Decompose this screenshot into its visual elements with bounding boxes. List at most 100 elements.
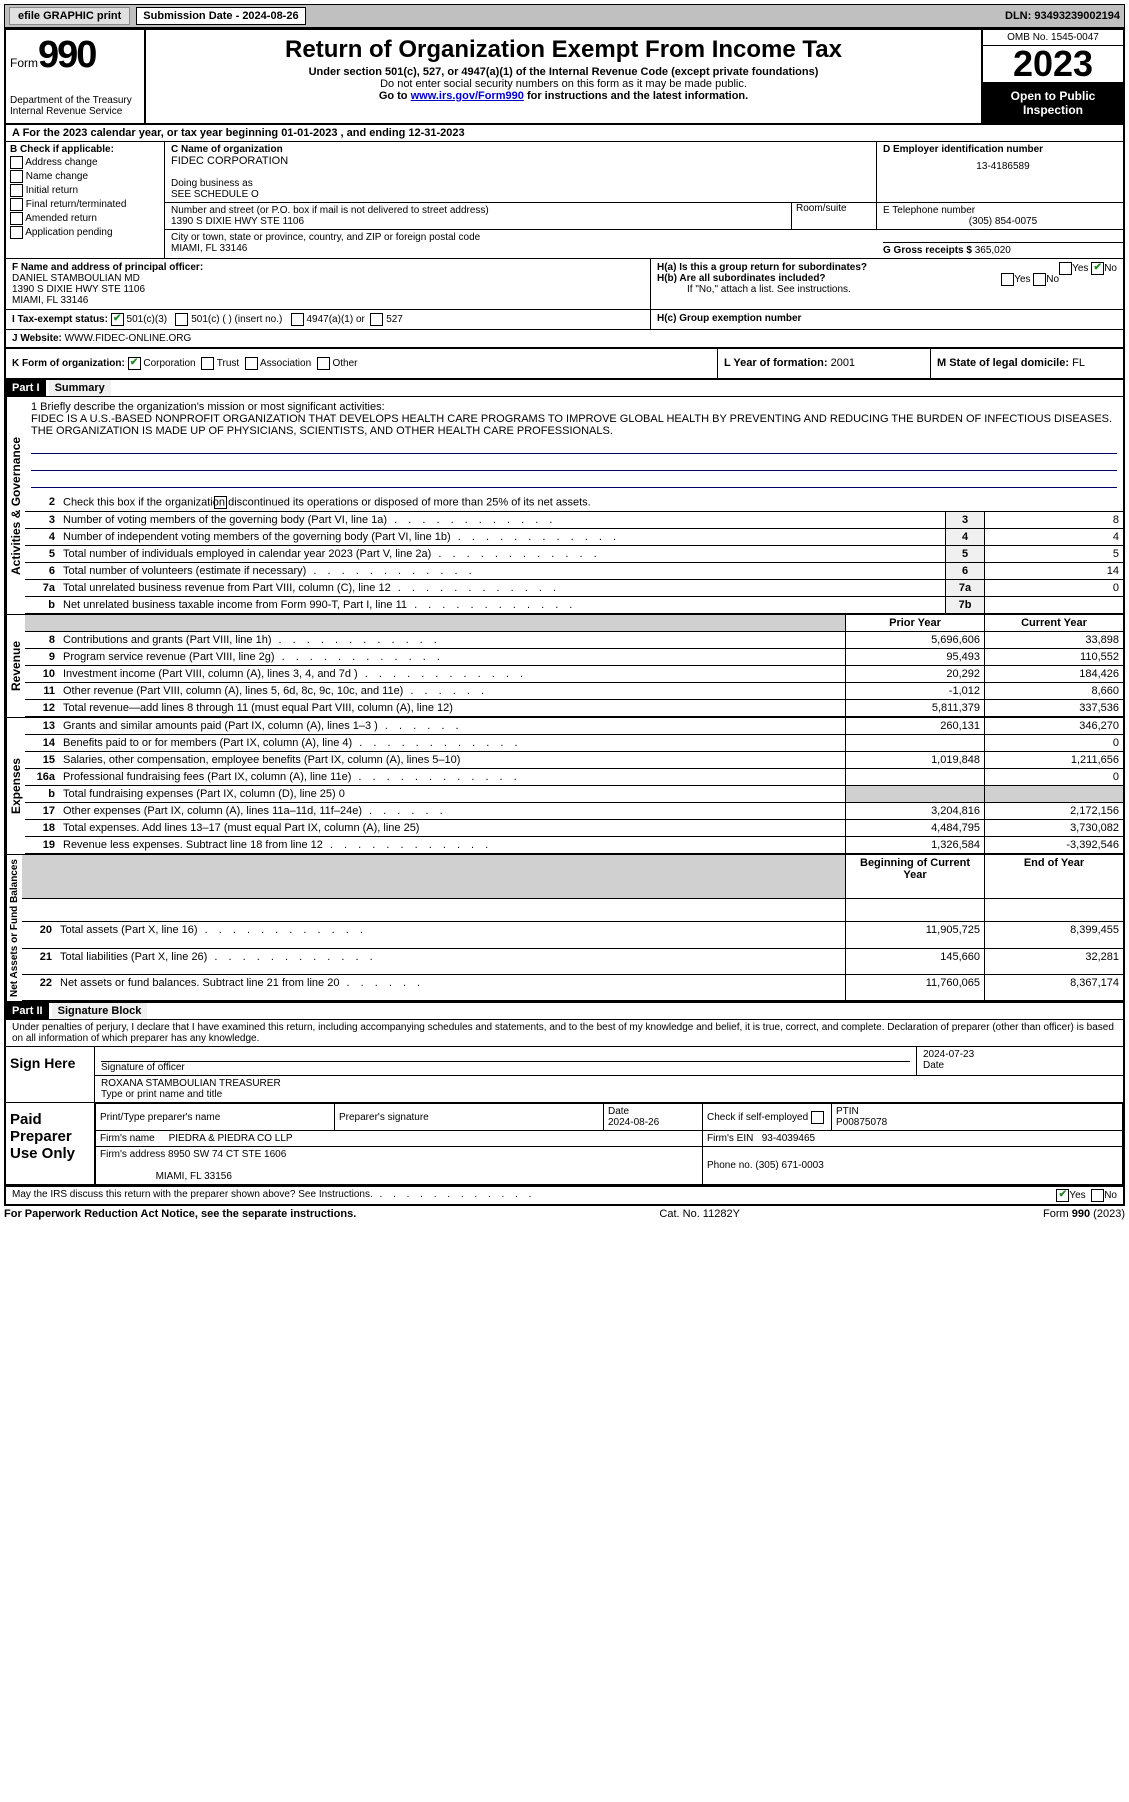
form-title: Return of Organization Exempt From Incom… <box>152 36 975 64</box>
ein: 13-4186589 <box>883 161 1123 172</box>
website-url: WWW.FIDEC-ONLINE.ORG <box>65 333 192 344</box>
officer-name-title: ROXANA STAMBOULIAN TREASURER <box>101 1078 1117 1089</box>
check-527[interactable] <box>370 313 383 326</box>
check-initial-return[interactable]: Initial return <box>10 184 160 197</box>
discuss-yes[interactable] <box>1056 1189 1069 1202</box>
discuss-text: May the IRS discuss this return with the… <box>12 1189 373 1200</box>
mission-box: 1 Briefly describe the organization's mi… <box>25 397 1123 494</box>
city-label: City or town, state or province, country… <box>171 232 877 243</box>
gross-amount: 365,020 <box>975 245 1011 256</box>
part-2-header-row: Part II Signature Block <box>6 1003 1123 1020</box>
row-a-tax-year: A For the 2023 calendar year, or tax yea… <box>6 125 1123 142</box>
phone: (305) 854-0075 <box>883 216 1123 227</box>
table-row: 18Total expenses. Add lines 13–17 (must … <box>25 820 1123 837</box>
part-2-header: Part II <box>6 1003 49 1019</box>
section-klm: K Form of organization: Corporation Trus… <box>6 349 1123 380</box>
hc: H(c) Group exemption number <box>657 313 801 324</box>
dba: SEE SCHEDULE O <box>171 189 876 200</box>
prep-sig-label: Preparer's signature <box>339 1112 429 1123</box>
table-row: 11Other revenue (Part VIII, column (A), … <box>25 683 1123 700</box>
form-org-label: K Form of organization: <box>12 358 125 369</box>
firm-ein: 93-4039465 <box>762 1133 815 1144</box>
check-application-pending[interactable]: Application pending <box>10 226 160 239</box>
table-row: bNet unrelated business taxable income f… <box>25 597 1123 614</box>
firm-phone: (305) 671-0003 <box>755 1160 823 1171</box>
irs-link[interactable]: www.irs.gov/Form990 <box>411 90 524 102</box>
check-other[interactable] <box>317 357 330 370</box>
check-discontinued[interactable] <box>214 496 227 509</box>
paid-preparer-label: Paid Preparer Use Only <box>6 1103 95 1184</box>
governance-label: Activities & Governance <box>6 397 25 614</box>
year-formation: 2001 <box>831 357 855 369</box>
part-1-title: Summary <box>49 380 111 396</box>
room-label: Room/suite <box>796 203 876 214</box>
table-row: 9Program service revenue (Part VIII, lin… <box>25 649 1123 666</box>
paid-preparer-table: Print/Type preparer's name Preparer's si… <box>95 1103 1123 1184</box>
ein-label: D Employer identification number <box>883 144 1123 155</box>
table-row: 17Other expenses (Part IX, column (A), l… <box>25 803 1123 820</box>
subtitle-3: Go to www.irs.gov/Form990 for instructio… <box>152 90 975 102</box>
declaration: Under penalties of perjury, I declare th… <box>6 1020 1123 1047</box>
check-amended-return[interactable]: Amended return <box>10 212 160 225</box>
form-number: 990 <box>38 34 95 77</box>
phone-label: E Telephone number <box>883 205 1123 216</box>
sig-date-label: Date <box>923 1060 1123 1071</box>
subtitle-1: Under section 501(c), 527, or 4947(a)(1)… <box>152 66 975 78</box>
firm-name: PIEDRA & PIEDRA CO LLP <box>169 1133 293 1144</box>
discuss-no[interactable] <box>1091 1189 1104 1202</box>
section-fh: F Name and address of principal officer:… <box>6 259 1123 310</box>
table-row: 15Salaries, other compensation, employee… <box>25 752 1123 769</box>
check-name-change[interactable]: Name change <box>10 170 160 183</box>
check-corporation[interactable] <box>128 357 141 370</box>
header-right: OMB No. 1545-0047 2023 Open to Public In… <box>981 30 1123 123</box>
header-left: Form 990 Department of the Treasury Inte… <box>6 30 146 123</box>
netassets-table: Beginning of Current YearEnd of Year 20T… <box>22 855 1123 1001</box>
check-final-return[interactable]: Final return/terminated <box>10 198 160 211</box>
line-2: Check this box if the organization disco… <box>59 494 1123 512</box>
open-public-badge: Open to Public Inspection <box>983 83 1123 123</box>
table-row: 19Revenue less expenses. Subtract line 1… <box>25 837 1123 854</box>
check-self-employed[interactable] <box>811 1111 824 1124</box>
check-4947[interactable] <box>291 313 304 326</box>
netassets-section: Net Assets or Fund Balances Beginning of… <box>6 855 1123 1003</box>
table-row: 13Grants and similar amounts paid (Part … <box>25 718 1123 735</box>
expenses-label: Expenses <box>6 718 25 854</box>
firm-name-label: Firm's name <box>100 1133 155 1144</box>
table-row: 22Net assets or fund balances. Subtract … <box>22 974 1123 1000</box>
state: FL <box>1072 357 1085 369</box>
revenue-label: Revenue <box>6 615 25 717</box>
governance-section: Activities & Governance 1 Briefly descri… <box>6 397 1123 615</box>
cat-no: Cat. No. 11282Y <box>659 1208 740 1220</box>
form-header: Form 990 Department of the Treasury Inte… <box>6 30 1123 125</box>
check-501c[interactable] <box>175 313 188 326</box>
section-b-label: B Check if applicable: <box>10 144 160 155</box>
department: Department of the Treasury Internal Reve… <box>10 95 140 117</box>
sign-here-section: Sign Here Signature of officer 2024-07-2… <box>6 1047 1123 1103</box>
check-501c3[interactable] <box>111 313 124 326</box>
part-1-header: Part I <box>6 380 46 396</box>
form-990: Form 990 Department of the Treasury Inte… <box>4 28 1125 1206</box>
org-name: FIDEC CORPORATION <box>171 155 876 167</box>
section-j: J Website: WWW.FIDEC-ONLINE.ORG <box>6 330 1123 349</box>
table-row: 5Total number of individuals employed in… <box>25 546 1123 563</box>
check-address-change[interactable]: Address change <box>10 156 160 169</box>
table-row: 8Contributions and grants (Part VIII, li… <box>25 632 1123 649</box>
prep-date: 2024-08-26 <box>608 1117 659 1128</box>
officer-addr2: MIAMI, FL 33146 <box>12 295 88 306</box>
tax-year: 2023 <box>983 46 1123 83</box>
check-association[interactable] <box>245 357 258 370</box>
governance-table: 2Check this box if the organization disc… <box>25 494 1123 614</box>
firm-addr: 8950 SW 74 CT STE 1606 <box>168 1149 286 1160</box>
check-trust[interactable] <box>201 357 214 370</box>
efile-button[interactable]: efile GRAPHIC print <box>9 7 130 25</box>
ptin: P00875078 <box>836 1117 887 1128</box>
discuss-row: May the IRS discuss this return with the… <box>6 1186 1123 1204</box>
prep-date-label: Date <box>608 1106 629 1117</box>
firm-addr-label: Firm's address <box>100 1149 165 1160</box>
table-row: 16aProfessional fundraising fees (Part I… <box>25 769 1123 786</box>
revenue-section: Revenue Prior YearCurrent Year 8Contribu… <box>6 615 1123 718</box>
prep-name-label: Print/Type preparer's name <box>100 1112 220 1123</box>
subtitle-2: Do not enter social security numbers on … <box>152 78 975 90</box>
paperwork-notice: For Paperwork Reduction Act Notice, see … <box>4 1208 356 1220</box>
firm-city: MIAMI, FL 33156 <box>156 1171 232 1182</box>
